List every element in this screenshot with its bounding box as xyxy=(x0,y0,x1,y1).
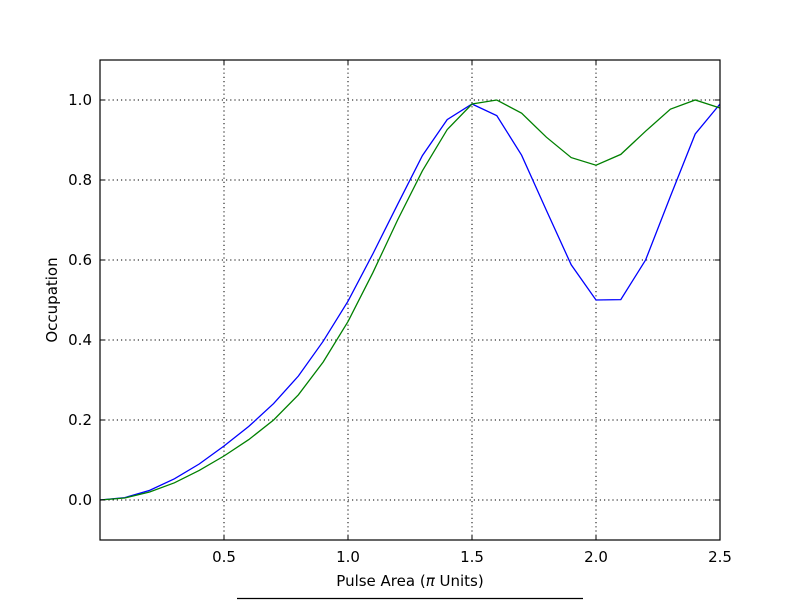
y-axis-title: Occupation xyxy=(43,257,61,342)
y-tick-label: 0.6 xyxy=(68,251,92,269)
x-tick-label: 2.0 xyxy=(584,548,608,566)
y-tick-label: 0.0 xyxy=(68,491,92,509)
x-axis-title: Pulse Area (π Units) xyxy=(336,572,483,590)
series-lines xyxy=(99,99,721,501)
plot-frame xyxy=(99,59,721,541)
y-tick-label: 1.0 xyxy=(68,91,92,109)
y-tick-label: 0.2 xyxy=(68,411,92,429)
y-tick-label: 0.4 xyxy=(68,331,92,349)
y-tick-label: 0.8 xyxy=(68,171,92,189)
x-tick-label: 1.5 xyxy=(460,548,484,566)
x-tick-label: 1.0 xyxy=(336,548,360,566)
x-tick-label: 0.5 xyxy=(212,548,236,566)
series-line-2 xyxy=(99,99,721,501)
series-line-1 xyxy=(99,103,721,501)
x-tick-label: 2.5 xyxy=(708,548,732,566)
ticks: 0.5 1.0 1.5 2.0 2.5 0.0 0.2 0.4 0.6 0.8 1.0 xyxy=(68,60,732,566)
